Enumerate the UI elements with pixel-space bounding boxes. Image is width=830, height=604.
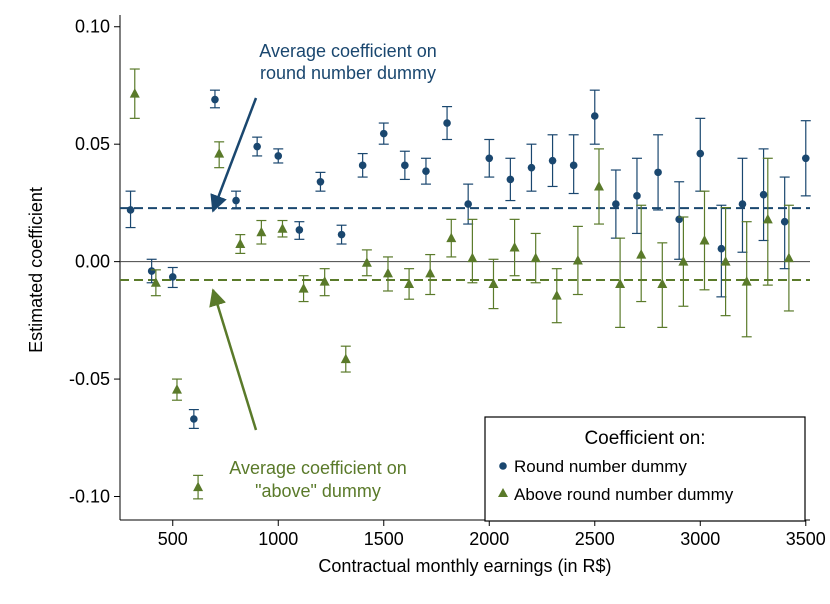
above-point	[319, 276, 330, 286]
round-point	[696, 149, 705, 158]
above-point	[340, 353, 351, 364]
above-point	[214, 148, 225, 158]
above-point	[720, 256, 731, 266]
x-tick-label: 3500	[786, 529, 826, 549]
round-point	[527, 163, 536, 172]
annotation-round-line2: round number dummy	[260, 63, 436, 83]
legend-above-label: Above round number dummy	[514, 485, 734, 504]
round-point	[211, 95, 219, 104]
annotation-above-line2: "above" dummy	[255, 481, 381, 501]
x-tick-label: 500	[158, 529, 188, 549]
legend-above-marker	[498, 488, 508, 497]
above-point	[593, 180, 604, 191]
above-point	[277, 223, 288, 233]
round-point	[738, 200, 747, 208]
above-point	[488, 278, 499, 288]
x-axis-title: Contractual monthly earnings (in R$)	[318, 556, 611, 576]
above-point	[150, 277, 161, 287]
y-tick-label: 0.05	[75, 134, 110, 154]
round-point	[548, 156, 557, 165]
round-point	[464, 200, 472, 208]
above-point	[129, 88, 140, 98]
legend-box	[484, 416, 806, 522]
round-point	[443, 119, 451, 127]
above-point	[615, 278, 626, 288]
round-point	[590, 112, 599, 120]
above-point	[193, 481, 204, 492]
above-point	[404, 278, 415, 288]
legend: Coefficient on: Round number dummy Above…	[484, 416, 806, 522]
x-tick-label: 1000	[258, 529, 298, 549]
above-point	[762, 213, 773, 224]
annotation-above-line1: Average coefficient on	[229, 458, 406, 478]
y-tick-label: -0.05	[69, 369, 110, 389]
round-point	[379, 129, 388, 138]
x-tick-label: 2500	[575, 529, 615, 549]
above-point	[657, 278, 668, 288]
above-point	[256, 226, 267, 237]
annotation-round-arrow	[210, 97, 258, 213]
round-point	[612, 200, 620, 208]
legend-round-label: Round number dummy	[514, 457, 687, 476]
above-point	[699, 234, 710, 245]
legend-round-marker	[499, 462, 507, 470]
legend-title: Coefficient on:	[584, 428, 705, 449]
round-point	[654, 168, 662, 177]
round-point	[780, 217, 789, 226]
round-point	[316, 177, 325, 186]
round-point	[569, 161, 578, 170]
round-point	[126, 206, 135, 214]
round-point	[232, 196, 240, 205]
above-point	[361, 257, 372, 267]
above-point	[298, 283, 309, 293]
above-point	[425, 267, 436, 278]
above-point	[235, 238, 246, 249]
round-point	[147, 267, 156, 275]
round-point	[168, 273, 177, 281]
y-tick-label: -0.10	[69, 487, 110, 507]
above-point	[678, 256, 689, 266]
above-point	[783, 252, 794, 263]
round-point	[337, 230, 346, 239]
x-tick-label: 1500	[364, 529, 404, 549]
y-axis-title: Estimated coefficient	[26, 187, 46, 353]
round-point	[358, 161, 367, 170]
round-point	[253, 142, 261, 151]
round-point	[633, 192, 641, 200]
above-point	[551, 290, 562, 300]
round-point	[295, 226, 304, 234]
above-point	[382, 267, 393, 278]
above-point	[636, 249, 647, 259]
round-point	[190, 415, 198, 423]
annotation-round-line1: Average coefficient on	[259, 41, 436, 61]
round-point	[717, 244, 726, 253]
round-point	[401, 161, 409, 170]
round-point	[759, 190, 768, 199]
y-tick-label: 0.10	[75, 17, 110, 37]
annotation-above-arrow	[209, 288, 258, 431]
above-point	[509, 242, 520, 252]
above-point	[171, 384, 182, 394]
above-point	[467, 252, 478, 263]
above-point	[446, 232, 457, 243]
above-point	[530, 252, 541, 263]
x-tick-label: 2000	[469, 529, 509, 549]
y-tick-label: 0.00	[75, 252, 110, 272]
round-point	[801, 154, 810, 163]
x-tick-label: 3000	[680, 529, 720, 549]
round-point	[274, 152, 283, 160]
above-point	[741, 276, 752, 286]
round-point	[422, 167, 430, 175]
above-point	[572, 254, 583, 265]
round-point	[485, 154, 494, 163]
round-point	[506, 175, 515, 184]
